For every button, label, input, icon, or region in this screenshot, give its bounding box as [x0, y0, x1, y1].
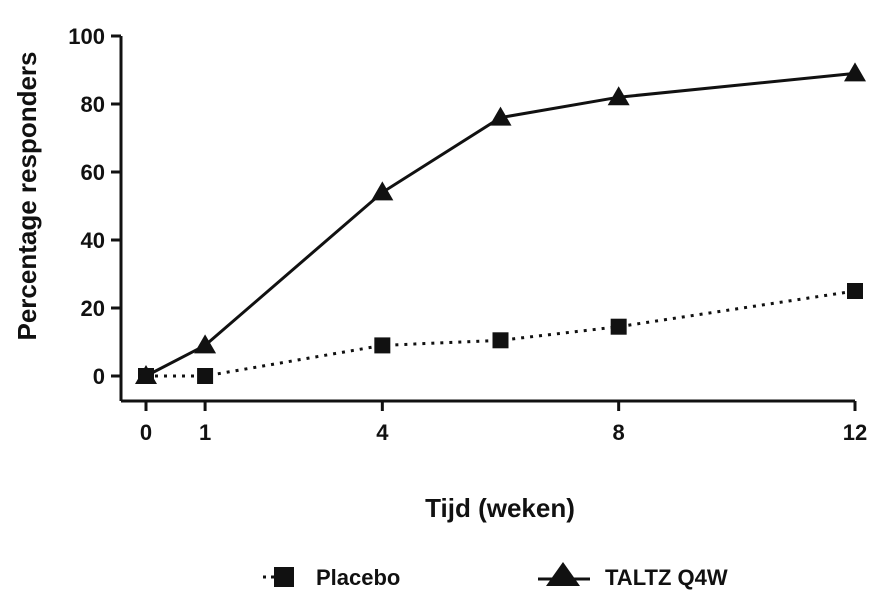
x-tick-label: 1 [199, 420, 211, 445]
series-placebo [138, 283, 863, 384]
legend-placebo-marker [274, 567, 294, 587]
x-tick-label: 8 [613, 420, 625, 445]
data-point-taltz-q4w [194, 334, 217, 354]
series-taltz-q4w [135, 62, 866, 384]
axes [119, 36, 855, 403]
x-tick-label: 0 [140, 420, 152, 445]
data-point-placebo [847, 283, 863, 299]
legend-placebo-label: Placebo [316, 565, 400, 590]
series-line-taltz-q4w [145, 71, 856, 378]
y-tick-label: 40 [81, 228, 105, 253]
data-point-taltz-q4w [844, 62, 866, 82]
data-point-taltz-q4w [135, 365, 157, 384]
legend-taltz-marker [546, 562, 580, 586]
x-axis-title: Tijd (weken) [425, 493, 575, 523]
data-point-taltz-q4w [371, 181, 394, 201]
x-ticks: 0 1 4 8 12 [140, 401, 867, 445]
series-layer [135, 62, 866, 384]
x-tick-label: 4 [376, 420, 389, 445]
legend-taltz-label: TALTZ Q4W [605, 565, 728, 590]
legend: Placebo TALTZ Q4W [263, 562, 728, 590]
y-tick-label: 20 [81, 296, 105, 321]
y-tick-label: 100 [68, 24, 105, 49]
data-point-taltz-q4w [607, 86, 630, 106]
data-point-taltz-q4w [489, 106, 512, 126]
y-tick-label: 80 [81, 92, 105, 117]
legend-item-taltz: TALTZ Q4W [538, 562, 728, 590]
y-tick-label: 60 [81, 160, 105, 185]
data-point-placebo [374, 337, 391, 354]
y-axis-title: Percentage responders [12, 51, 42, 340]
data-point-placebo [197, 368, 214, 384]
data-point-placebo [610, 318, 627, 335]
y-ticks: 0 20 40 60 80 100 [68, 24, 121, 389]
y-tick-label: 0 [93, 364, 105, 389]
series-line-placebo [146, 289, 856, 378]
x-tick-label: 12 [843, 420, 867, 445]
data-point-placebo [492, 332, 509, 349]
legend-item-placebo: Placebo [263, 565, 400, 590]
